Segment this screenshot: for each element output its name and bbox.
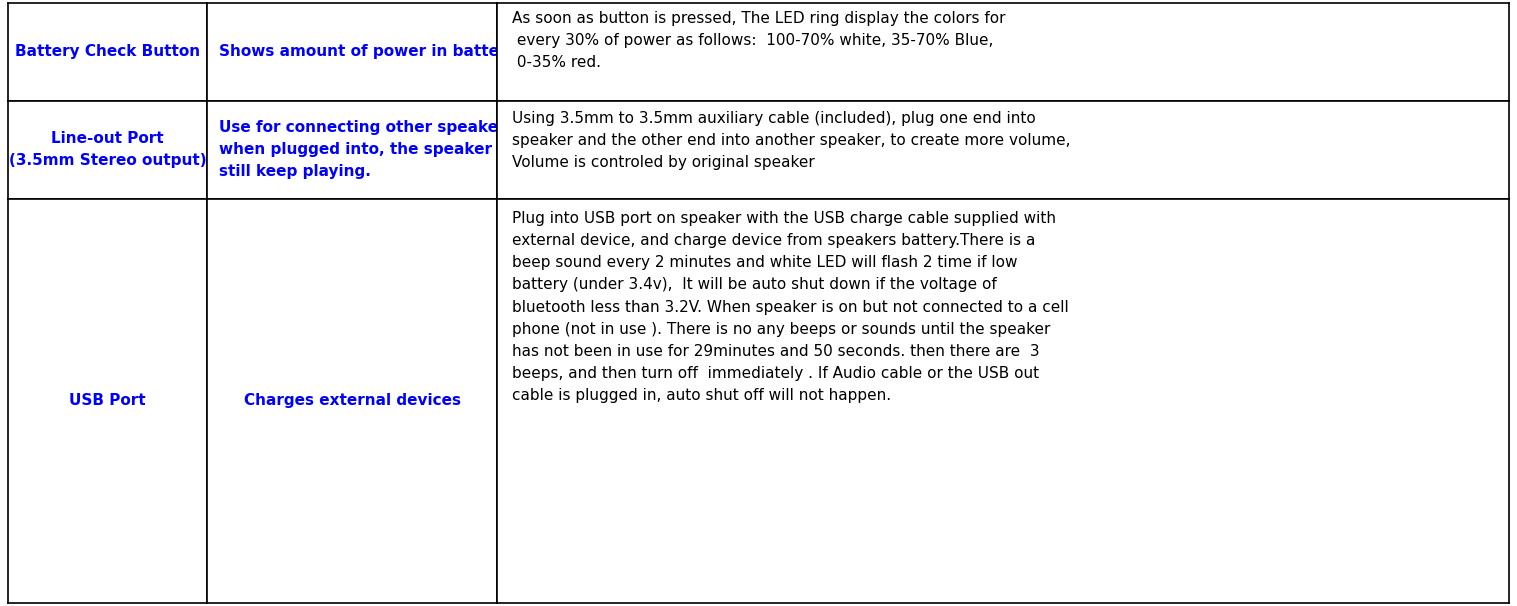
Text: USB Port: USB Port (70, 393, 146, 408)
Text: Line-out Port
(3.5mm Stereo output): Line-out Port (3.5mm Stereo output) (9, 131, 206, 168)
Text: Plug into USB port on speaker with the USB charge cable supplied with
external d: Plug into USB port on speaker with the U… (513, 211, 1069, 404)
Text: Charges external devices: Charges external devices (244, 393, 461, 408)
Text: Shows amount of power in battery.: Shows amount of power in battery. (218, 44, 520, 59)
Text: Using 3.5mm to 3.5mm auxiliary cable (included), plug one end into
speaker and t: Using 3.5mm to 3.5mm auxiliary cable (in… (513, 111, 1071, 170)
Text: As soon as button is pressed, The LED ring display the colors for
 every 30% of : As soon as button is pressed, The LED ri… (513, 11, 1006, 70)
Text: Battery Check Button: Battery Check Button (15, 44, 200, 59)
Text: Use for connecting other speakers,
when plugged into, the speaker will
still kee: Use for connecting other speakers, when … (218, 120, 526, 179)
